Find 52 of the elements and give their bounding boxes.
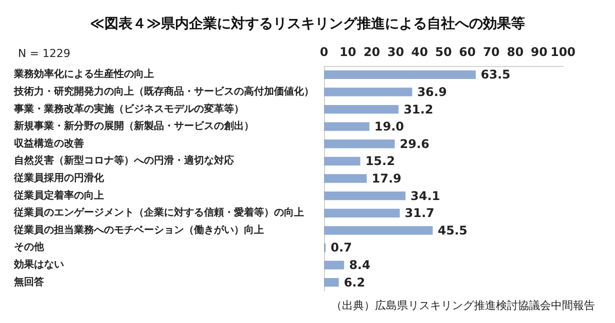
data-label: 45.5	[438, 223, 468, 238]
chart-title: ≪図表４≫県内企業に対するリスキリング推進による自社への効果等	[90, 15, 526, 32]
data-label: 29.6	[400, 136, 430, 151]
data-label: 31.2	[404, 102, 434, 116]
bar	[324, 140, 395, 148]
data-label: 63.5	[480, 68, 510, 82]
y-tick-label: その他	[14, 241, 45, 254]
bar	[324, 226, 433, 235]
data-label: 17.9	[372, 172, 402, 186]
y-tick-label: 新規事業・新分野の展開（新製品・サービスの創出）	[13, 120, 254, 132]
x-tick-label: 50	[435, 45, 452, 59]
x-tick-label: 40	[411, 45, 428, 59]
x-tick-label: 0	[320, 45, 328, 59]
bar	[324, 278, 339, 287]
x-tick-label: 90	[530, 45, 548, 59]
x-tick-label: 20	[363, 45, 380, 59]
text: N = 1229	[18, 47, 70, 60]
y-tick-label: 無回答	[13, 276, 45, 288]
data-label: 6.2	[344, 275, 366, 290]
y-tick-label: 従業員の担当業務へのモチベーション（働きがい）向上	[13, 224, 264, 236]
x-tick-label: 60	[459, 45, 476, 59]
y-tick-label: 自然災害（新型コロナ等）への円滑・適切な対応	[14, 154, 235, 167]
y-tick-label: 技術力・研究開発力の向上（既存商品・サービスの高付加価値化）	[13, 85, 314, 98]
text: （出典）広島県リスキリング推進検討協議会中間報告	[331, 299, 595, 312]
bar	[324, 156, 360, 166]
data-label: 0.7	[330, 240, 352, 255]
y-tick-label: 事業・業務改革の実施（ビジネスモデルの変革等）	[13, 102, 244, 115]
bar	[324, 260, 344, 270]
x-tick-label: 100	[550, 45, 576, 59]
bar	[324, 70, 476, 79]
x-tick-label: 10	[340, 45, 356, 59]
x-tick-label: 30	[387, 45, 404, 59]
bar	[324, 104, 399, 114]
bar	[324, 88, 412, 96]
data-label: 34.1	[410, 188, 440, 203]
x-tick-label: 70	[482, 45, 500, 59]
bar	[324, 122, 370, 131]
y-tick-label: 従業員のエンゲージメント（企業に対する信頼・愛着等）の向上	[13, 206, 304, 219]
data-label: 8.4	[349, 258, 370, 272]
y-tick-label: 収益構造の改善	[14, 137, 84, 150]
bar	[324, 191, 406, 200]
data-label: 36.9	[417, 84, 447, 99]
data-label: 31.7	[404, 206, 434, 220]
y-tick-label: 従業員採用の円滑化	[13, 172, 105, 184]
bar	[324, 208, 400, 218]
y-tick-label: 業務効率化による生産性の向上	[13, 68, 154, 80]
y-tick-label: 従業員定着率の向上	[13, 189, 104, 202]
y-tick-label: 効果はない	[13, 258, 64, 271]
x-tick-label: 80	[506, 45, 524, 59]
bar	[324, 174, 367, 183]
data-label: 19.0	[374, 120, 404, 134]
data-label: 15.2	[365, 154, 395, 168]
